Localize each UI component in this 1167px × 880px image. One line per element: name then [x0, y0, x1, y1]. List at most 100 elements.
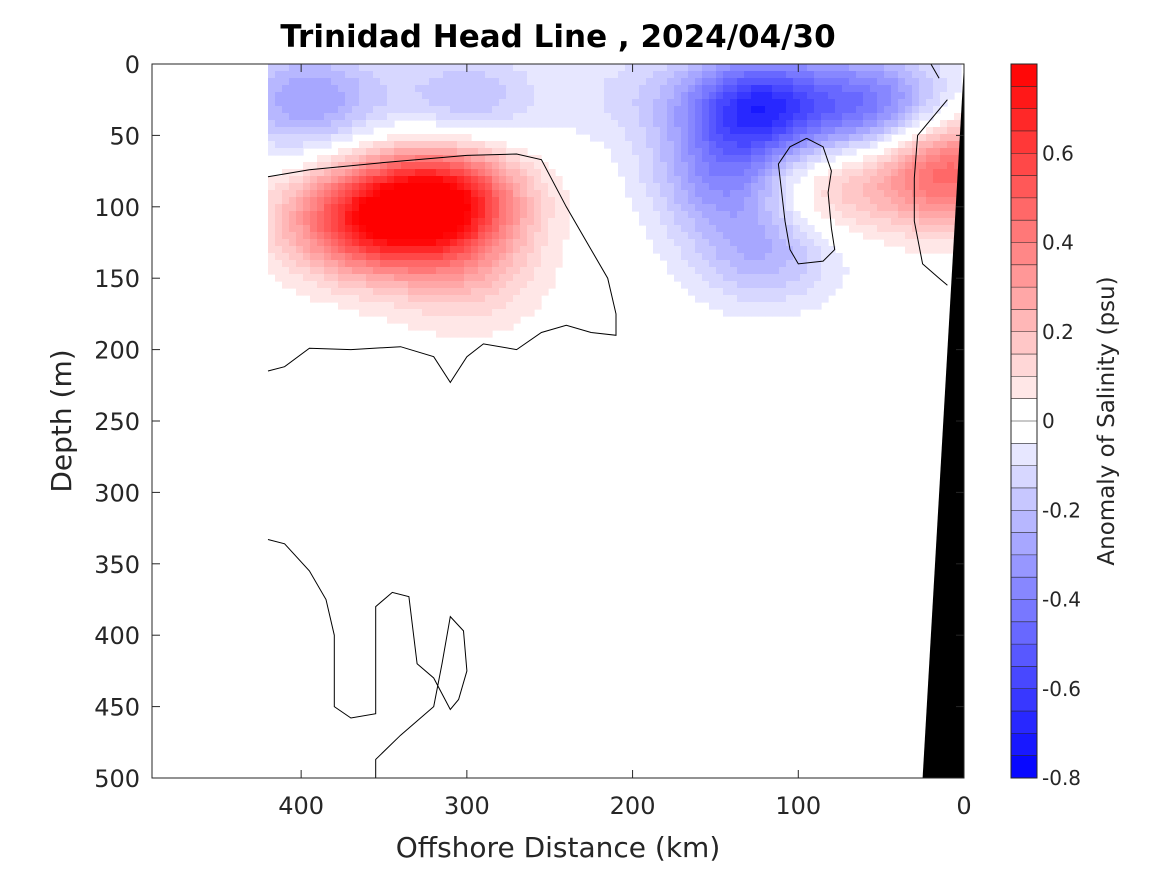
- field-cell: [737, 295, 745, 303]
- field-cell: [877, 232, 885, 240]
- field-cell: [933, 246, 941, 254]
- field-cell: [737, 232, 745, 240]
- field-cell: [625, 64, 633, 72]
- field-cell: [534, 267, 542, 275]
- field-cell: [786, 204, 794, 212]
- field-cell: [772, 99, 780, 107]
- field-cell: [359, 260, 367, 268]
- field-cell: [310, 64, 318, 72]
- field-cell: [338, 281, 346, 289]
- field-cell: [401, 183, 409, 191]
- field-cell: [387, 239, 395, 247]
- field-cell: [436, 281, 444, 289]
- field-cell: [688, 155, 696, 163]
- field-cell: [471, 106, 479, 114]
- field-cell: [863, 162, 871, 170]
- field-cell: [828, 211, 836, 219]
- field-cell: [548, 253, 556, 261]
- field-cell: [527, 309, 535, 317]
- field-cell: [359, 155, 367, 163]
- field-cell: [709, 64, 717, 72]
- field-cell: [478, 71, 486, 79]
- field-cell: [779, 64, 787, 72]
- field-cell: [688, 274, 696, 282]
- field-cell: [674, 162, 682, 170]
- field-cell: [464, 190, 472, 198]
- field-cell: [793, 260, 801, 268]
- field-cell: [716, 85, 724, 93]
- field-cell: [849, 106, 857, 114]
- field-cell: [933, 64, 941, 72]
- field-cell: [793, 162, 801, 170]
- field-cell: [758, 155, 766, 163]
- field-cell: [520, 302, 528, 310]
- field-cell: [744, 64, 752, 72]
- field-cell: [408, 134, 416, 142]
- field-cell: [807, 113, 815, 121]
- colorbar-tick-label: 0.2: [1042, 320, 1074, 344]
- field-cell: [555, 225, 563, 233]
- field-cell: [947, 134, 955, 142]
- field-cell: [569, 64, 577, 72]
- field-cell: [758, 71, 766, 79]
- field-cell: [520, 197, 528, 205]
- field-cell: [702, 120, 710, 128]
- field-cell: [758, 64, 766, 72]
- field-cell: [723, 78, 731, 86]
- field-cell: [674, 274, 682, 282]
- field-cell: [625, 99, 633, 107]
- field-cell: [282, 169, 290, 177]
- field-cell: [751, 246, 759, 254]
- field-cell: [702, 64, 710, 72]
- field-cell: [555, 78, 563, 86]
- field-cell: [758, 141, 766, 149]
- field-cell: [646, 78, 654, 86]
- colorbar-label: Anomaly of Salinity (psu): [1094, 276, 1120, 565]
- field-cell: [331, 183, 339, 191]
- field-cell: [275, 197, 283, 205]
- field-cell: [681, 176, 689, 184]
- field-cell: [492, 211, 500, 219]
- field-cell: [380, 106, 388, 114]
- field-cell: [667, 176, 675, 184]
- field-cell: [338, 106, 346, 114]
- field-cell: [737, 162, 745, 170]
- field-cell: [779, 85, 787, 93]
- field-cell: [408, 239, 416, 247]
- field-cell: [373, 267, 381, 275]
- field-cell: [842, 218, 850, 226]
- field-cell: [415, 316, 423, 324]
- field-cell: [765, 113, 773, 121]
- field-cell: [527, 288, 535, 296]
- field-cell: [667, 162, 675, 170]
- field-cell: [793, 106, 801, 114]
- field-cell: [765, 246, 773, 254]
- field-cell: [814, 281, 822, 289]
- field-cell: [898, 211, 906, 219]
- field-cell: [688, 239, 696, 247]
- field-cell: [289, 281, 297, 289]
- field-cell: [737, 106, 745, 114]
- field-cell: [436, 211, 444, 219]
- field-cell: [821, 260, 829, 268]
- colorbar-swatch: [1011, 220, 1037, 243]
- field-cell: [660, 71, 668, 79]
- field-cell: [345, 92, 353, 100]
- field-cell: [492, 218, 500, 226]
- field-cell: [506, 323, 514, 331]
- field-cell: [821, 92, 829, 100]
- field-cell: [464, 295, 472, 303]
- field-cell: [590, 71, 598, 79]
- colorbar-swatch: [1011, 554, 1037, 578]
- field-cell: [492, 141, 500, 149]
- y-tick-label: 500: [94, 765, 140, 793]
- field-cell: [436, 78, 444, 86]
- field-cell: [821, 183, 829, 191]
- field-cell: [779, 169, 787, 177]
- field-cell: [751, 295, 759, 303]
- field-cell: [485, 330, 493, 338]
- field-cell: [695, 92, 703, 100]
- field-cell: [849, 141, 857, 149]
- field-cell: [688, 162, 696, 170]
- field-cell: [429, 281, 437, 289]
